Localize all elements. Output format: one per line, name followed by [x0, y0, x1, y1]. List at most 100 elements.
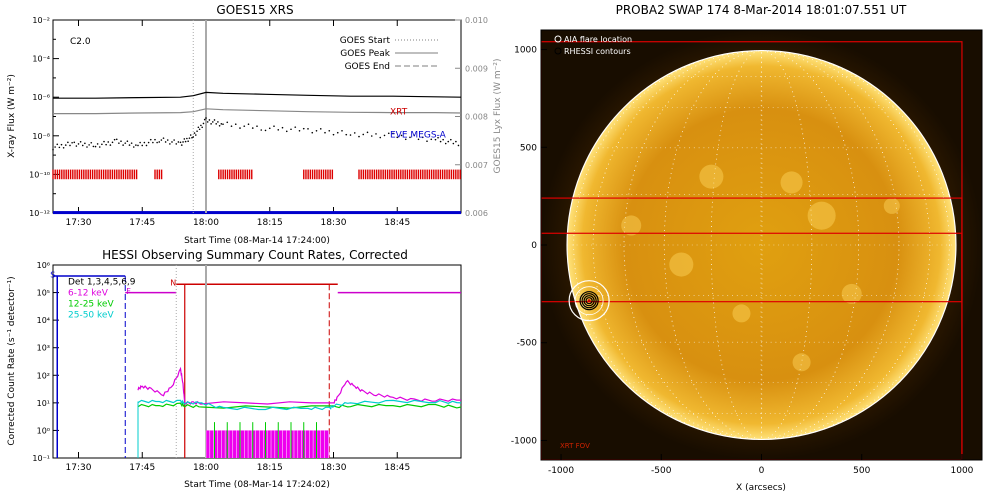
goes-xtick-label: 18:45 — [384, 218, 410, 228]
goes-series-point — [336, 131, 339, 134]
swap-ytick-label: -1000 — [511, 436, 537, 446]
goes-series-point — [156, 141, 158, 144]
active-region — [780, 171, 803, 194]
goes-series-point — [73, 141, 76, 144]
hessi-title: HESSI Observing Summary Count Rates, Cor… — [102, 248, 408, 262]
goes-series-point — [200, 124, 202, 127]
goes-series-point — [247, 123, 250, 126]
goes-series-point — [193, 132, 196, 134]
goes-series-point — [417, 138, 420, 141]
goes-series-point — [79, 140, 82, 143]
goes-series-point — [56, 143, 59, 146]
goes-series-point — [450, 138, 452, 141]
goes-series-point — [107, 141, 110, 143]
swap-xtick-label: 1000 — [951, 466, 974, 476]
goes-xtick-label: 18:30 — [321, 218, 347, 228]
goes-series-point — [132, 146, 135, 148]
goes-series-point — [169, 143, 171, 145]
longitude-line — [760, 50, 763, 440]
hessi-ytick-label: 10⁰ — [37, 426, 50, 435]
goes-series-point — [383, 134, 386, 137]
goes-series-point — [143, 141, 146, 144]
goes-series-point — [64, 144, 67, 146]
goes-series-point — [400, 134, 403, 137]
swap-legend-marker — [554, 35, 562, 43]
goes-yrtick-label: 0.010 — [465, 16, 488, 25]
goes-series-point — [105, 143, 107, 146]
hessi-xtick-label: 18:30 — [321, 463, 347, 473]
goes-series-point — [332, 133, 335, 136]
goes-ytick-label: 10⁻¹² — [29, 209, 50, 218]
rhessi-contour — [585, 297, 593, 305]
goes-series-point — [210, 123, 212, 125]
goes-series-point — [52, 148, 54, 151]
goes-series-point — [251, 127, 254, 129]
goes-series-point — [124, 142, 127, 144]
goes-series-point — [273, 125, 275, 127]
hessi-y-axis: 10⁻¹ 10⁰ 10¹ 10² 10³ 10⁴ 10⁵ 10⁶ — [32, 261, 59, 463]
aia-flare-circle — [568, 280, 610, 322]
goes-series-point — [137, 144, 139, 147]
swap-corner-label: XRT FOV — [560, 442, 590, 450]
goes-series-line — [53, 108, 462, 115]
goes-legend-label: GOES Start — [340, 36, 391, 46]
goes-series-point — [103, 140, 105, 143]
goes-series-point — [234, 123, 237, 126]
goes-series-point — [290, 128, 292, 131]
goes-series-point — [208, 119, 211, 121]
hessi-ytick-label: 10⁴ — [37, 316, 50, 325]
active-regions — [621, 164, 900, 372]
goes-series-point — [212, 121, 214, 123]
goes-series-point — [62, 146, 65, 149]
goes-series-point — [298, 129, 301, 132]
goes-marks: XRT EVE MEGS-A — [52, 20, 462, 215]
goes-series-point — [147, 141, 150, 144]
goes-series-point — [311, 131, 314, 134]
goes-series-point — [341, 129, 343, 132]
goes-series-point — [362, 133, 365, 136]
active-region — [732, 304, 751, 323]
active-region — [841, 283, 862, 304]
goes-legend-label: GOES End — [345, 62, 390, 72]
goes-series-point — [152, 141, 154, 144]
goes-series-point — [379, 136, 382, 139]
goes-series-point — [188, 137, 191, 139]
goes-series-point — [375, 133, 377, 135]
goes-series-point — [315, 129, 318, 132]
goes-series-point — [75, 145, 78, 147]
goes-series-point — [430, 138, 433, 141]
goes-series-point — [387, 132, 390, 135]
hessi-xtick-label: 17:45 — [129, 463, 155, 473]
goes-series-point — [396, 136, 399, 139]
goes-ytick-label: 10⁻¹⁰ — [29, 170, 50, 179]
goes-series-point — [67, 141, 69, 144]
hessi-xlabel: Start Time (08-Mar-14 17:24:02) — [184, 480, 330, 490]
goes-series-point — [328, 129, 331, 132]
goes-series-point — [81, 144, 84, 147]
goes-series-point — [213, 119, 216, 121]
goes-series-point — [187, 140, 189, 143]
longitude-line — [592, 50, 931, 440]
hessi-xtick-label: 18:45 — [384, 463, 410, 473]
goes-xtick-label: 18:00 — [193, 218, 219, 228]
active-region — [621, 215, 642, 236]
goes-legend-label: GOES Peak — [340, 49, 390, 59]
goes-series-line — [53, 91, 462, 99]
goes-series-point — [319, 128, 322, 130]
goes-yrtick-label: 0.008 — [465, 113, 488, 122]
swap-panel: PROBA2 SWAP 174 8-Mar-2014 18:01:07.551 … — [511, 3, 983, 493]
xrt-fov-box — [541, 232, 963, 460]
goes-series-point — [135, 144, 137, 146]
goes-xtick-label: 17:30 — [66, 218, 92, 228]
goes-series-point — [71, 141, 73, 144]
goes-series-point — [191, 136, 193, 139]
active-region — [807, 201, 836, 230]
goes-series-point — [370, 135, 373, 137]
goes-series-point — [264, 129, 267, 132]
goes-series-point — [126, 140, 129, 143]
goes-series-point — [260, 129, 263, 131]
hessi-series-line — [137, 399, 462, 411]
goes-series-point — [302, 127, 305, 130]
active-region — [883, 197, 900, 214]
goes-series-point — [444, 142, 447, 145]
